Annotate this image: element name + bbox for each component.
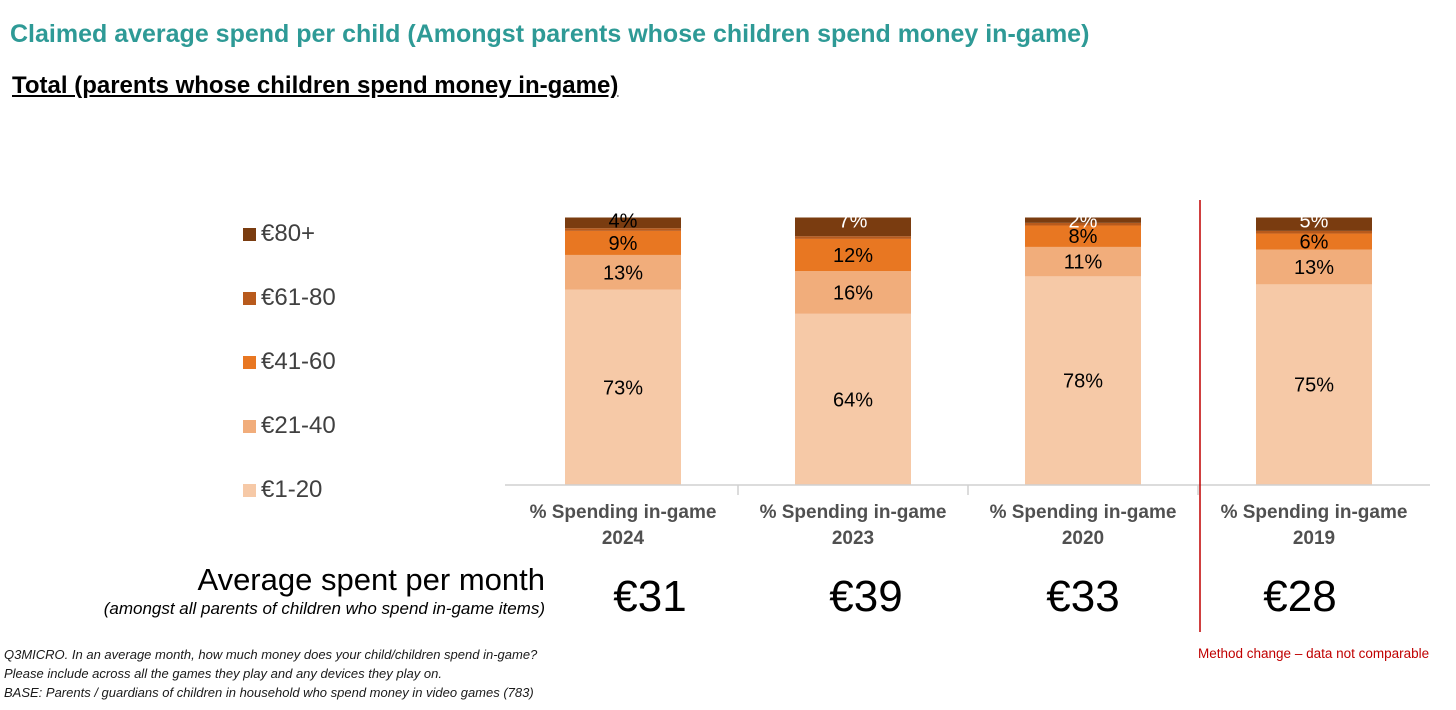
legend-swatch-1-20 [243, 483, 256, 497]
average-value-2024: €31 [613, 572, 687, 621]
data-label: 73% [603, 377, 643, 399]
legend-item-41-60: €41-60 [243, 348, 336, 376]
footnote-line: Q3MICRO. In an average month, how much m… [4, 647, 538, 662]
x-tick-label: % Spending in-game [1221, 502, 1408, 523]
average-value-2019: €28 [1263, 572, 1337, 621]
method-change-note: Method change – data not comparable [1198, 646, 1430, 661]
bar-segment-80-0 [565, 217, 681, 229]
bar-segment-41-60-3 [1256, 233, 1372, 250]
bar-segment-61-80-2 [1025, 222, 1141, 226]
data-label: 64% [833, 389, 873, 411]
bar-segment-61-80-3 [1256, 230, 1372, 234]
legend-label: €80+ [261, 220, 316, 247]
x-tick-label: % Spending in-game [530, 502, 717, 523]
data-label: 13% [603, 262, 643, 284]
legend-swatch-61-80 [243, 291, 256, 305]
bar-segment-80-1 [795, 217, 911, 237]
bar-segment-80-3 [1256, 217, 1372, 231]
legend-item-21-40: €21-40 [243, 412, 336, 440]
data-label: 7% [839, 211, 868, 233]
legend-item-1-20: €1-20 [243, 476, 322, 504]
bar-segment-80-2 [1025, 217, 1141, 223]
data-label: 6% [1300, 232, 1329, 254]
bar-segment-41-60-0 [565, 230, 681, 255]
footnote-line: Please include across all the games they… [4, 666, 442, 681]
bar-segment-61-80-0 [565, 228, 681, 231]
average-label: Average spent per month [197, 562, 545, 597]
data-label: 11% [1064, 252, 1103, 274]
average-value-2023: €39 [829, 572, 903, 621]
x-tick-label: 2024 [602, 528, 645, 549]
x-tick-label: % Spending in-game [760, 502, 947, 523]
legend-item-61-80: €61-80 [243, 284, 336, 312]
legend-swatch-80-plus [243, 227, 256, 241]
chart-title: Claimed average spend per child (Amongst… [10, 20, 1090, 48]
x-tick-label: % Spending in-game [990, 502, 1177, 523]
bar-segment-41-60-2 [1025, 225, 1141, 247]
legend-label: €1-20 [261, 476, 323, 503]
chart-subtitle: Total (parents whose children spend mone… [12, 72, 619, 99]
bar-segment-41-60-1 [795, 238, 911, 271]
bar-segment-1-20-2 [1025, 276, 1141, 485]
bar-segment-21-40-2 [1025, 246, 1141, 277]
data-label: 16% [833, 282, 873, 304]
data-label: 12% [833, 245, 873, 267]
average-value-2020: €33 [1046, 572, 1120, 621]
bar-segment-61-80-1 [795, 236, 911, 239]
footnote-line: BASE: Parents / guardians of children in… [4, 685, 534, 700]
bar-segment-1-20-3 [1256, 284, 1372, 485]
x-tick-label: 2020 [1062, 528, 1104, 549]
data-label: 78% [1063, 371, 1103, 393]
legend-swatch-41-60 [243, 355, 256, 369]
data-label: 13% [1294, 257, 1334, 279]
legend-label: €41-60 [261, 348, 336, 375]
legend-item-80-plus: €80+ [243, 220, 315, 248]
bar-segment-21-40-3 [1256, 249, 1372, 285]
data-label: 5% [1300, 211, 1329, 233]
data-label: 2% [1069, 211, 1098, 233]
data-label: 4% [609, 211, 638, 233]
legend-swatch-21-40 [243, 419, 256, 433]
legend-label: €61-80 [261, 284, 336, 311]
footnote: Q3MICRO. In an average month, how much m… [4, 645, 537, 702]
legend-label: €21-40 [261, 412, 336, 439]
data-label: 9% [609, 233, 638, 255]
data-label: 75% [1294, 375, 1334, 397]
x-tick-label: 2019 [1293, 528, 1335, 549]
data-label: 8% [1069, 226, 1098, 248]
bar-segment-1-20-0 [565, 289, 681, 485]
bar-segment-21-40-0 [565, 254, 681, 290]
x-tick-label: 2023 [832, 528, 874, 549]
bar-segment-21-40-1 [795, 271, 911, 314]
bar-segment-1-20-1 [795, 313, 911, 485]
average-sublabel: (amongst all parents of children who spe… [103, 599, 545, 618]
